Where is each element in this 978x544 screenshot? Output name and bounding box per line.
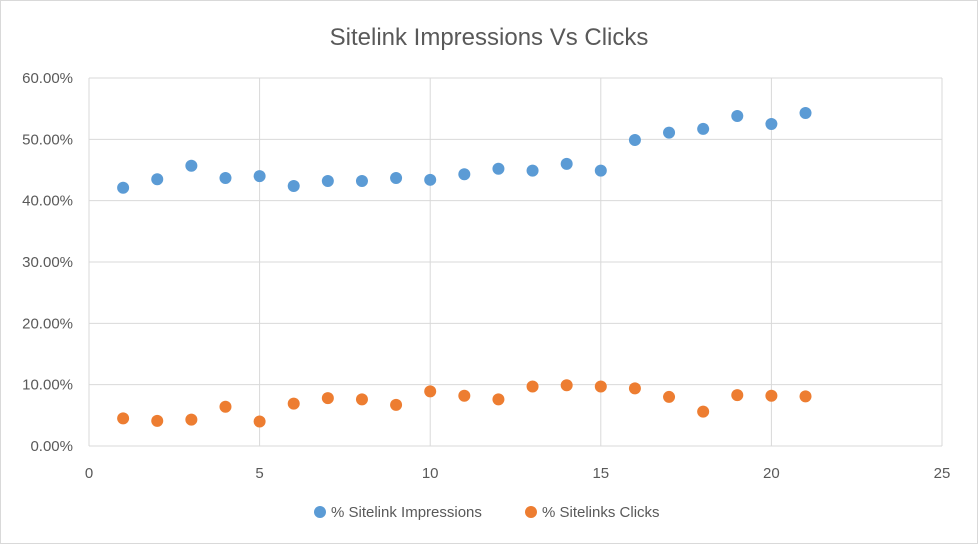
y-tick-label: 0.00% xyxy=(30,438,73,455)
clicks-point xyxy=(697,405,710,418)
impressions-point xyxy=(424,173,437,186)
impressions-point xyxy=(697,122,710,135)
impressions-point xyxy=(594,164,607,177)
impressions-point xyxy=(663,126,676,139)
clicks-point xyxy=(424,385,437,398)
clicks-point xyxy=(492,393,505,406)
clicks-point xyxy=(458,389,471,402)
y-tick-label: 50.00% xyxy=(22,131,73,148)
clicks-point xyxy=(765,389,778,402)
x-tick-label: 10 xyxy=(422,465,439,482)
impressions-point xyxy=(799,106,812,119)
clicks-point xyxy=(151,414,164,427)
y-tick-label: 40.00% xyxy=(22,193,73,210)
clicks-point xyxy=(731,389,744,402)
impressions-point xyxy=(731,110,744,123)
gridlines xyxy=(88,77,943,447)
x-tick-label: 15 xyxy=(592,465,609,482)
legend: % Sitelink Impressions % Sitelinks Clicks xyxy=(314,504,660,521)
y-tick-label: 20.00% xyxy=(22,315,73,332)
clicks-point xyxy=(594,380,607,393)
impressions-point xyxy=(355,175,368,188)
clicks-point xyxy=(663,390,676,403)
impressions-point xyxy=(253,170,266,183)
impressions-point xyxy=(151,173,164,186)
impressions-point xyxy=(185,159,198,172)
clicks-point xyxy=(185,413,198,426)
x-axis-ticks: 0 5 10 15 20 25 xyxy=(85,465,951,482)
clicks-point xyxy=(628,382,641,395)
impressions-point xyxy=(117,181,130,194)
impressions-point xyxy=(492,162,505,175)
clicks-point xyxy=(321,392,334,405)
chart-title: Sitelink Impressions Vs Clicks xyxy=(330,24,649,51)
clicks-point xyxy=(560,379,573,392)
y-axis-ticks: 0.00% 10.00% 20.00% 30.00% 40.00% 50.00% 60.00… xyxy=(22,70,73,455)
legend-label: % Sitelinks Clicks xyxy=(542,504,660,521)
impressions-point xyxy=(287,179,300,192)
x-tick-label: 20 xyxy=(763,465,780,482)
y-tick-label: 10.00% xyxy=(22,377,73,394)
clicks-point xyxy=(287,397,300,410)
impressions-point xyxy=(526,164,539,177)
x-tick-label: 25 xyxy=(934,465,951,482)
x-tick-label: 0 xyxy=(85,465,93,482)
legend-label: % Sitelink Impressions xyxy=(331,504,482,521)
clicks-point xyxy=(219,400,232,413)
y-tick-label: 30.00% xyxy=(22,254,73,271)
impressions-point xyxy=(628,133,641,146)
impressions-point xyxy=(219,171,232,184)
impressions-point xyxy=(765,118,778,130)
clicks-point xyxy=(355,393,368,406)
clicks-point xyxy=(253,415,266,428)
clicks-point xyxy=(799,390,812,403)
clicks-point xyxy=(117,412,130,425)
impressions-point xyxy=(321,175,334,188)
legend-marker xyxy=(314,506,326,518)
impressions-point xyxy=(560,157,573,170)
y-tick-label: 60.00% xyxy=(22,70,73,87)
impressions-point xyxy=(458,168,471,181)
clicks-point xyxy=(526,380,539,393)
clicks-point xyxy=(390,398,403,411)
legend-marker xyxy=(525,506,537,518)
x-tick-label: 5 xyxy=(255,465,263,482)
data-points xyxy=(117,106,812,428)
impressions-point xyxy=(390,171,403,184)
